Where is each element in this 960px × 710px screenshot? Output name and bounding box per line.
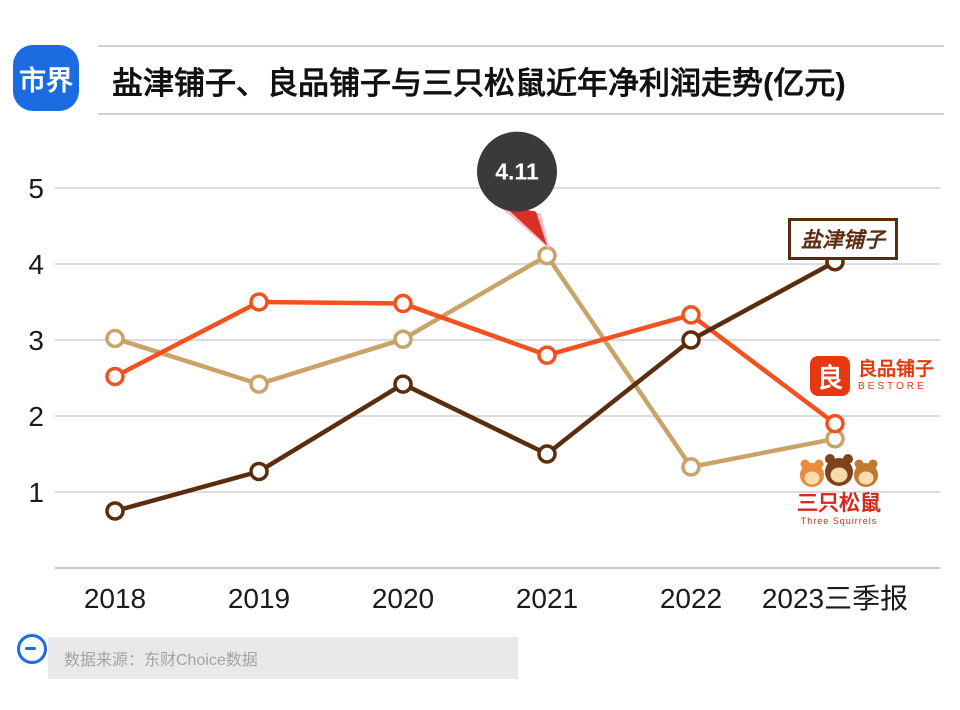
data-source-text: 数据来源：东财Choice数据 [64,652,258,669]
series-line-0 [112,259,838,514]
data-point [393,374,413,394]
data-point [681,457,701,477]
data-point [249,461,269,482]
data-point [249,292,269,312]
data-point [537,345,557,365]
x-axis-label: 2020 [372,583,434,614]
bestore-label-cn: 良品铺子 [858,359,935,381]
source-bar: 数据来源：东财Choice数据 [48,637,518,679]
x-axis-label: 2018 [84,583,146,614]
three-squirrels-logo: 三只松鼠 Three Squirrels [784,450,894,526]
yanjin-puzi-logo: 盐津铺子 [788,218,898,260]
data-point [825,413,845,434]
chart-area: 1 2 3 4 5 2018 2019 2020 2021 2022 2023三季报 4.11 盐津铺… [0,128,960,628]
minus-circle-icon [17,634,47,664]
minus-bar [25,647,36,650]
data-point [537,444,557,464]
data-point [537,245,557,266]
data-point [105,501,125,521]
page-title: 盐津铺子、良品铺子与三只松鼠近年净利润走势(亿元) [112,65,846,101]
x-axis-label: 2019 [228,583,290,614]
line-chart-svg: 1 2 3 4 5 2018 2019 2020 2021 2022 2023三季报 4.11 [28,131,940,614]
y-axis-label: 1 [28,477,44,508]
x-axis-label: 2022 [660,583,722,614]
y-axis-label: 3 [28,325,44,356]
y-axis-label: 2 [28,401,44,432]
data-point [249,374,269,394]
data-point [393,293,413,314]
bestore-icon: 良 [810,356,850,396]
series-line-1 [112,299,838,426]
data-point [681,305,701,325]
tooltip-value: 4.11 [495,159,539,185]
y-axis-label: 4 [28,249,44,280]
data-point [681,330,701,350]
bestore-labels: 良品铺子 BESTORE [858,359,935,392]
tooltip-pointer [504,205,547,246]
data-point [105,366,125,387]
title-band: 盐津铺子、良品铺子与三只松鼠近年净利润走势(亿元) [98,45,944,115]
series-line-2 [112,253,838,470]
three-squirrels-label-en: Three Squirrels [800,516,878,527]
three-squirrels-icon [800,454,878,487]
x-axis-label: 2023三季报 [762,583,908,614]
bestore-label-en: BESTORE [858,380,927,392]
y-axis-label: 5 [28,173,44,204]
x-axis-label: 2021 [516,583,578,614]
three-squirrels-label-cn: 三只松鼠 [797,492,881,515]
shijie-logo: 市界 [13,45,79,111]
bestore-logo: 良 良品铺子 BESTORE [810,356,934,396]
data-point [393,329,413,349]
data-point [105,328,125,349]
tooltip-bubble [477,131,557,212]
